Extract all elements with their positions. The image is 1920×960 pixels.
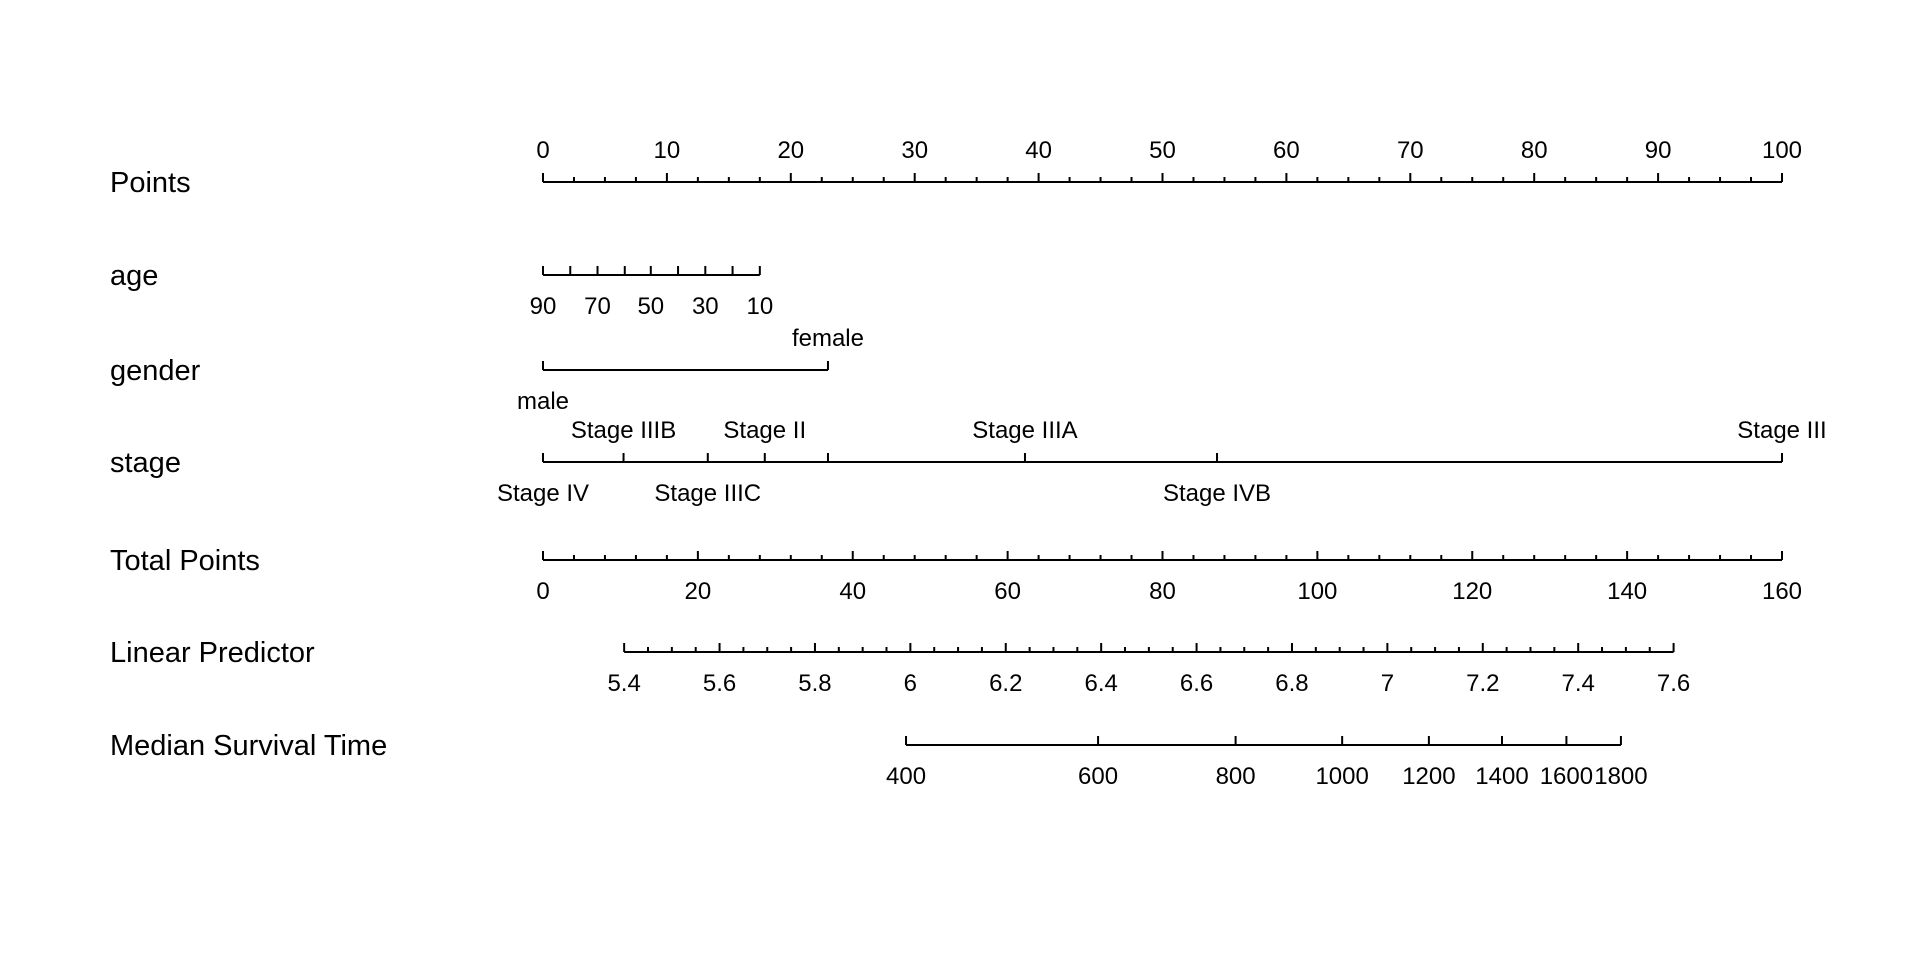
stage-tick-label: Stage IV [497,480,589,507]
stage-tick-label: Stage IVB [1163,480,1271,507]
row-stage: stage Stage IV Stage IIIB Stage IIIC Stage I… [110,417,1827,507]
linear-predictor-tick-label: 5.4 [607,670,640,697]
stage-tick-label: Stage IIIA [972,417,1077,444]
points-tick-label: 10 [654,137,681,164]
stage-tick-label: Stage III [1737,417,1826,444]
median-survival-time-tick-label: 600 [1078,763,1118,790]
points-tick-label: 50 [1149,137,1176,164]
linear-predictor-tick-label: 5.8 [798,670,831,697]
linear-predictor-tick-label: 7.2 [1466,670,1499,697]
total-points-row-label: Total Points [110,545,260,577]
row-age: age 90 70 50 30 10 [110,260,773,320]
points-tick-label: 70 [1397,137,1424,164]
stage-tick-label: Stage IIIC [654,480,761,507]
total-points-tick-label: 100 [1297,578,1337,605]
points-tick-label: 0 [536,137,549,164]
linear-predictor-tick-label: 7.6 [1657,670,1690,697]
total-points-tick-label: 160 [1762,578,1802,605]
median-survival-time-tick-label: 1400 [1475,763,1528,790]
row-linear-predictor: Linear Predictor 5.4 5.6 5.8 6 6.2 6.4 6.6 6.8 7 7… [110,637,1690,697]
row-gender: gender male female [110,325,864,415]
total-points-tick-label: 20 [685,578,712,605]
age-tick-label: 50 [637,293,664,320]
median-survival-time-tick-label: 1200 [1402,763,1455,790]
total-points-tick-label: 0 [536,578,549,605]
row-median-survival-time: Median Survival Time 400 600 800 1000 1200 140… [110,730,1648,790]
linear-predictor-tick-label: 5.6 [703,670,736,697]
median-survival-time-tick-label: 1800 [1594,763,1647,790]
total-points-tick-label: 40 [839,578,866,605]
linear-predictor-tick-label: 7 [1381,670,1394,697]
median-survival-time-tick-label: 1600 [1540,763,1593,790]
linear-predictor-tick-label: 7.4 [1561,670,1594,697]
gender-tick-label: female [792,325,864,352]
median-survival-time-row-label: Median Survival Time [110,730,387,762]
points-tick-label: 20 [777,137,804,164]
points-tick-label: 100 [1762,137,1802,164]
points-tick-label: 90 [1645,137,1672,164]
points-tick-label: 30 [901,137,928,164]
stage-tick-label: Stage IIIB [571,417,676,444]
stage-tick-label: Stage II [723,417,806,444]
linear-predictor-tick-label: 6.8 [1275,670,1308,697]
gender-tick-label: male [517,388,569,415]
row-total-points: Total Points 0 20 40 60 80 100 120 140 160 [110,545,1802,605]
points-tick-label: 80 [1521,137,1548,164]
total-points-tick-label: 80 [1149,578,1176,605]
points-tick-label: 60 [1273,137,1300,164]
gender-row-label: gender [110,355,201,387]
row-points: Points 0 10 20 30 40 50 60 70 80 90 100 [110,137,1802,199]
age-tick-label: 30 [692,293,719,320]
total-points-tick-label: 60 [994,578,1021,605]
median-survival-time-tick-label: 800 [1216,763,1256,790]
median-survival-time-tick-label: 400 [886,763,926,790]
age-tick-label: 10 [746,293,773,320]
age-row-label: age [110,260,158,292]
points-row-label: Points [110,167,191,199]
total-points-tick-label: 120 [1452,578,1492,605]
linear-predictor-row-label: Linear Predictor [110,637,315,669]
linear-predictor-tick-label: 6.4 [1084,670,1117,697]
stage-row-label: stage [110,447,181,479]
linear-predictor-tick-label: 6.6 [1180,670,1213,697]
age-tick-label: 90 [530,293,557,320]
total-points-tick-label: 140 [1607,578,1647,605]
age-tick-label: 70 [584,293,611,320]
linear-predictor-tick-label: 6 [904,670,917,697]
median-survival-time-tick-label: 1000 [1315,763,1368,790]
points-tick-label: 40 [1025,137,1052,164]
linear-predictor-tick-label: 6.2 [989,670,1022,697]
